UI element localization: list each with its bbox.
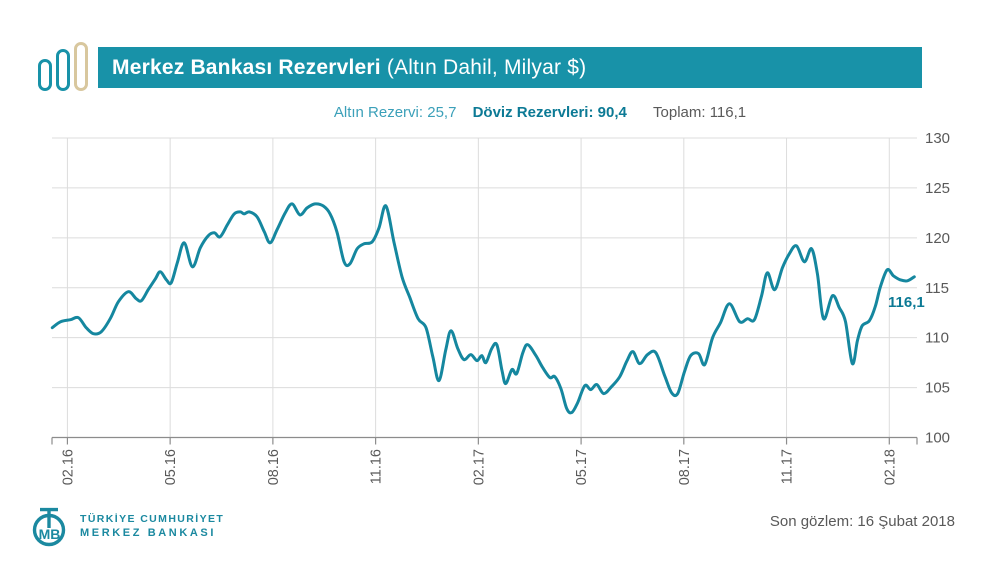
last-observation-note: Son gözlem: 16 Şubat 2018 — [769, 513, 955, 530]
x-tick-label: 05.17 — [574, 449, 590, 485]
page-title: Merkez Bankası Rezervleri — [112, 55, 381, 79]
y-tick-label: 125 — [925, 180, 950, 197]
y-tick-label: 115 — [925, 280, 949, 297]
reserves-breakdown: Altın Rezervi: 25,7 Döviz Rezervleri: 90… — [80, 104, 1000, 121]
y-tick-label: 105 — [925, 380, 950, 397]
total-reserve-value: Toplam: 116,1 — [653, 104, 747, 121]
y-tick-label: 110 — [925, 330, 949, 347]
x-tick-label: 02.18 — [882, 449, 898, 485]
last-value-label: 116,1 — [888, 294, 925, 311]
tcmb-emblem-icon: MB — [32, 507, 66, 547]
bar-chart-icon-bar2 — [56, 49, 70, 91]
reserves-series-line — [50, 202, 916, 415]
bar-chart-icon-bar1 — [38, 59, 52, 91]
y-tick-label: 100 — [925, 430, 950, 447]
x-tick-label: 11.16 — [369, 449, 385, 484]
bank-name-line2: MERKEZ BANKASI — [80, 527, 217, 539]
x-tick-label: 02.16 — [60, 449, 76, 485]
page-title-qualifier: (Altın Dahil, Milyar $) — [386, 55, 587, 79]
x-tick-label: 11.17 — [780, 449, 796, 484]
x-tick-label: 02.17 — [471, 449, 487, 485]
x-tick-label: 08.17 — [677, 449, 693, 485]
bar-chart-icon — [38, 42, 94, 96]
x-tick-label: 05.16 — [163, 449, 179, 485]
header-band: Merkez Bankası Rezervleri (Altın Dahil, … — [98, 47, 922, 88]
x-tick-label: 08.16 — [266, 449, 282, 485]
y-tick-label: 130 — [925, 130, 950, 147]
gold-reserve-value: Altın Rezervi: 25,7 — [333, 104, 457, 121]
bank-name-line1: TÜRKİYE CUMHURİYET — [80, 513, 225, 525]
tcmb-logo-text: TÜRKİYE CUMHURİYET MERKEZ BANKASI — [80, 513, 224, 539]
y-tick-label: 120 — [925, 230, 950, 247]
tcmb-logo: MB TÜRKİYE CUMHURİYET MERKEZ BANKASI — [30, 503, 224, 549]
tcmb-emblem-letters: MB — [39, 526, 61, 542]
fx-reserve-value: Döviz Rezervleri: 90,4 — [472, 104, 627, 121]
bar-chart-icon-bar3 — [74, 42, 88, 91]
